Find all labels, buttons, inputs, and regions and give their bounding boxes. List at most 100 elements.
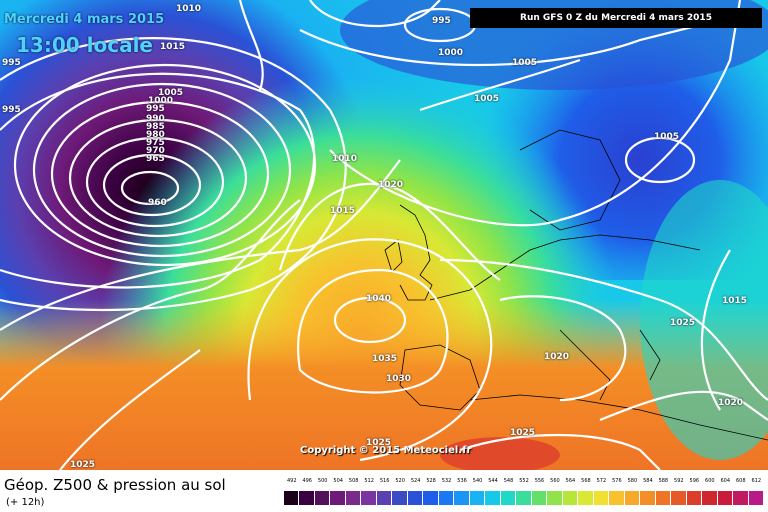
isobar-label: 1020 <box>718 398 744 408</box>
legend-swatch <box>578 491 594 505</box>
legend-swatch <box>702 491 718 505</box>
legend-swatch <box>485 491 501 505</box>
legend-label: 556 <box>534 478 545 484</box>
legend-swatch <box>531 491 548 505</box>
model-run-label: Run GFS 0 Z du Mercredi 4 mars 2015 <box>470 8 762 28</box>
legend-swatch <box>655 491 672 505</box>
legend-label: 548 <box>503 478 514 484</box>
legend-swatch <box>284 491 300 505</box>
legend-swatch <box>376 491 393 505</box>
isobar-label: 975 <box>146 138 165 148</box>
isobar-label: 1025 <box>670 318 696 328</box>
legend-label: 560 <box>550 478 560 484</box>
isobar-label: 1025 <box>366 438 392 448</box>
legend-swatch <box>640 491 656 505</box>
legend-swatch <box>314 491 331 505</box>
isobar-label: 1035 <box>372 354 398 364</box>
legend-swatch <box>454 491 470 505</box>
legend-swatch <box>547 491 563 505</box>
isobar-label: 1010 <box>176 4 202 14</box>
legend-labels: 492 496 500 504 508 512 516 520 524 528 532 536 540 5… <box>284 478 764 490</box>
copyright-notice: Copyright © 2015 Meteociel.fr <box>300 445 472 456</box>
legend-swatch <box>686 491 703 505</box>
legend-swatch <box>609 491 625 505</box>
isobar-label: 960 <box>148 198 167 208</box>
legend-label: 568 <box>581 478 591 484</box>
legend-swatches <box>284 491 765 505</box>
legend-swatch <box>516 491 532 505</box>
legend-swatch <box>330 491 346 505</box>
isobar-label: 1025 <box>70 460 96 470</box>
legend-label: 508 <box>348 478 359 484</box>
legend-swatch <box>438 491 455 505</box>
legend-swatch <box>671 491 687 505</box>
legend-swatch <box>624 491 641 505</box>
legend-swatch <box>748 491 765 505</box>
legend-label: 588 <box>658 478 669 484</box>
legend-swatch <box>392 491 408 505</box>
isobar-label: 985 <box>146 122 165 132</box>
legend-label: 540 <box>472 478 483 484</box>
legend-label: 604 <box>720 478 731 484</box>
legend-swatch <box>345 491 362 505</box>
legend-label: 592 <box>674 478 684 484</box>
isobar-label: 1015 <box>722 296 748 306</box>
legend-swatch <box>469 491 486 505</box>
isobar-label: 995 <box>432 16 451 26</box>
isobar-label: 1030 <box>386 374 412 384</box>
legend-label: 596 <box>689 478 700 484</box>
isobar-label: 965 <box>146 154 165 164</box>
legend-swatch <box>593 491 610 505</box>
legend-swatch <box>423 491 439 505</box>
legend-label: 580 <box>627 478 638 484</box>
legend-label: 612 <box>751 478 762 484</box>
isobar-label: 1015 <box>160 42 186 52</box>
isobar-label: 995 <box>2 58 21 68</box>
isobar-label: 995 <box>146 104 165 114</box>
legend-swatch <box>717 491 734 505</box>
isobar-label: 1020 <box>544 352 570 362</box>
isobar-label: 995 <box>2 105 21 115</box>
legend-label: 516 <box>379 478 390 484</box>
legend-label: 500 <box>317 478 328 484</box>
legend-label: 600 <box>705 478 715 484</box>
map-canvas <box>0 0 768 470</box>
isobar-label: 990 <box>146 114 165 124</box>
isobar-label: 1005 <box>512 58 538 68</box>
legend-label: 512 <box>364 478 374 484</box>
map-footer: Géop. Z500 & pression au sol (+ 12h) 492… <box>0 470 768 512</box>
legend-label: 532 <box>441 478 452 484</box>
coastlines <box>384 129 768 441</box>
forecast-date: Mercredi 4 mars 2015 <box>4 12 165 27</box>
isobar-label: 1010 <box>332 154 358 164</box>
isobar-label: 1005 <box>158 88 184 98</box>
forecast-offset: (+ 12h) <box>6 497 45 508</box>
isobar-label: 1040 <box>366 294 392 304</box>
legend-label: 584 <box>643 478 653 484</box>
legend-label: 496 <box>302 478 312 484</box>
legend-label: 524 <box>410 478 421 484</box>
isobar-label: 1005 <box>654 132 680 142</box>
isobar-label: 1025 <box>510 428 536 438</box>
legend-label: 504 <box>333 478 343 484</box>
legend-label: 528 <box>426 478 436 484</box>
legend-label: 552 <box>519 478 529 484</box>
map-title: Géop. Z500 & pression au sol <box>4 476 226 494</box>
legend-swatch <box>733 491 749 505</box>
legend-swatch <box>361 491 377 505</box>
weather-map: Mercredi 4 mars 2015 13:00 locale Run GF… <box>0 0 768 470</box>
color-scale-legend: 492 496 500 504 508 512 516 520 524 528 532 536 540 5… <box>284 478 765 506</box>
legend-label: 572 <box>596 478 607 484</box>
legend-swatch <box>500 491 517 505</box>
legend-swatch <box>407 491 424 505</box>
legend-label: 520 <box>395 478 405 484</box>
isobar-lines <box>0 0 768 470</box>
forecast-local-time: 13:00 locale <box>16 33 153 57</box>
isobar-label: 1015 <box>330 206 356 216</box>
isobar-label: 1000 <box>438 48 464 58</box>
isobar-label: 1020 <box>378 180 404 190</box>
isobar-label: 1000 <box>148 96 174 106</box>
legend-swatch <box>299 491 315 505</box>
legend-label: 536 <box>457 478 467 484</box>
isobar-label: 1005 <box>474 94 500 104</box>
